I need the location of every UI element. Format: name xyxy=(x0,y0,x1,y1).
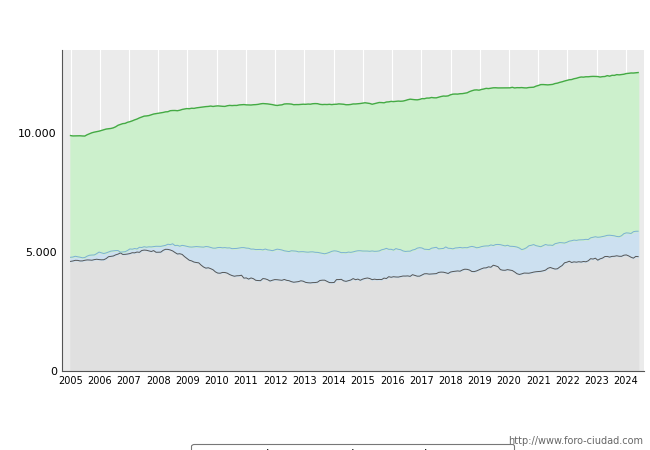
Legend: Ocupados, Parados, Hab. entre 16-64: Ocupados, Parados, Hab. entre 16-64 xyxy=(191,444,514,450)
Text: http://www.foro-ciudad.com: http://www.foro-ciudad.com xyxy=(508,436,644,446)
Text: Cardedeu - Evolucion de la poblacion en edad de Trabajar Mayo de 2024: Cardedeu - Evolucion de la poblacion en … xyxy=(73,17,577,31)
Text: FORO-CIUDAD.COM: FORO-CIUDAD.COM xyxy=(216,224,489,248)
